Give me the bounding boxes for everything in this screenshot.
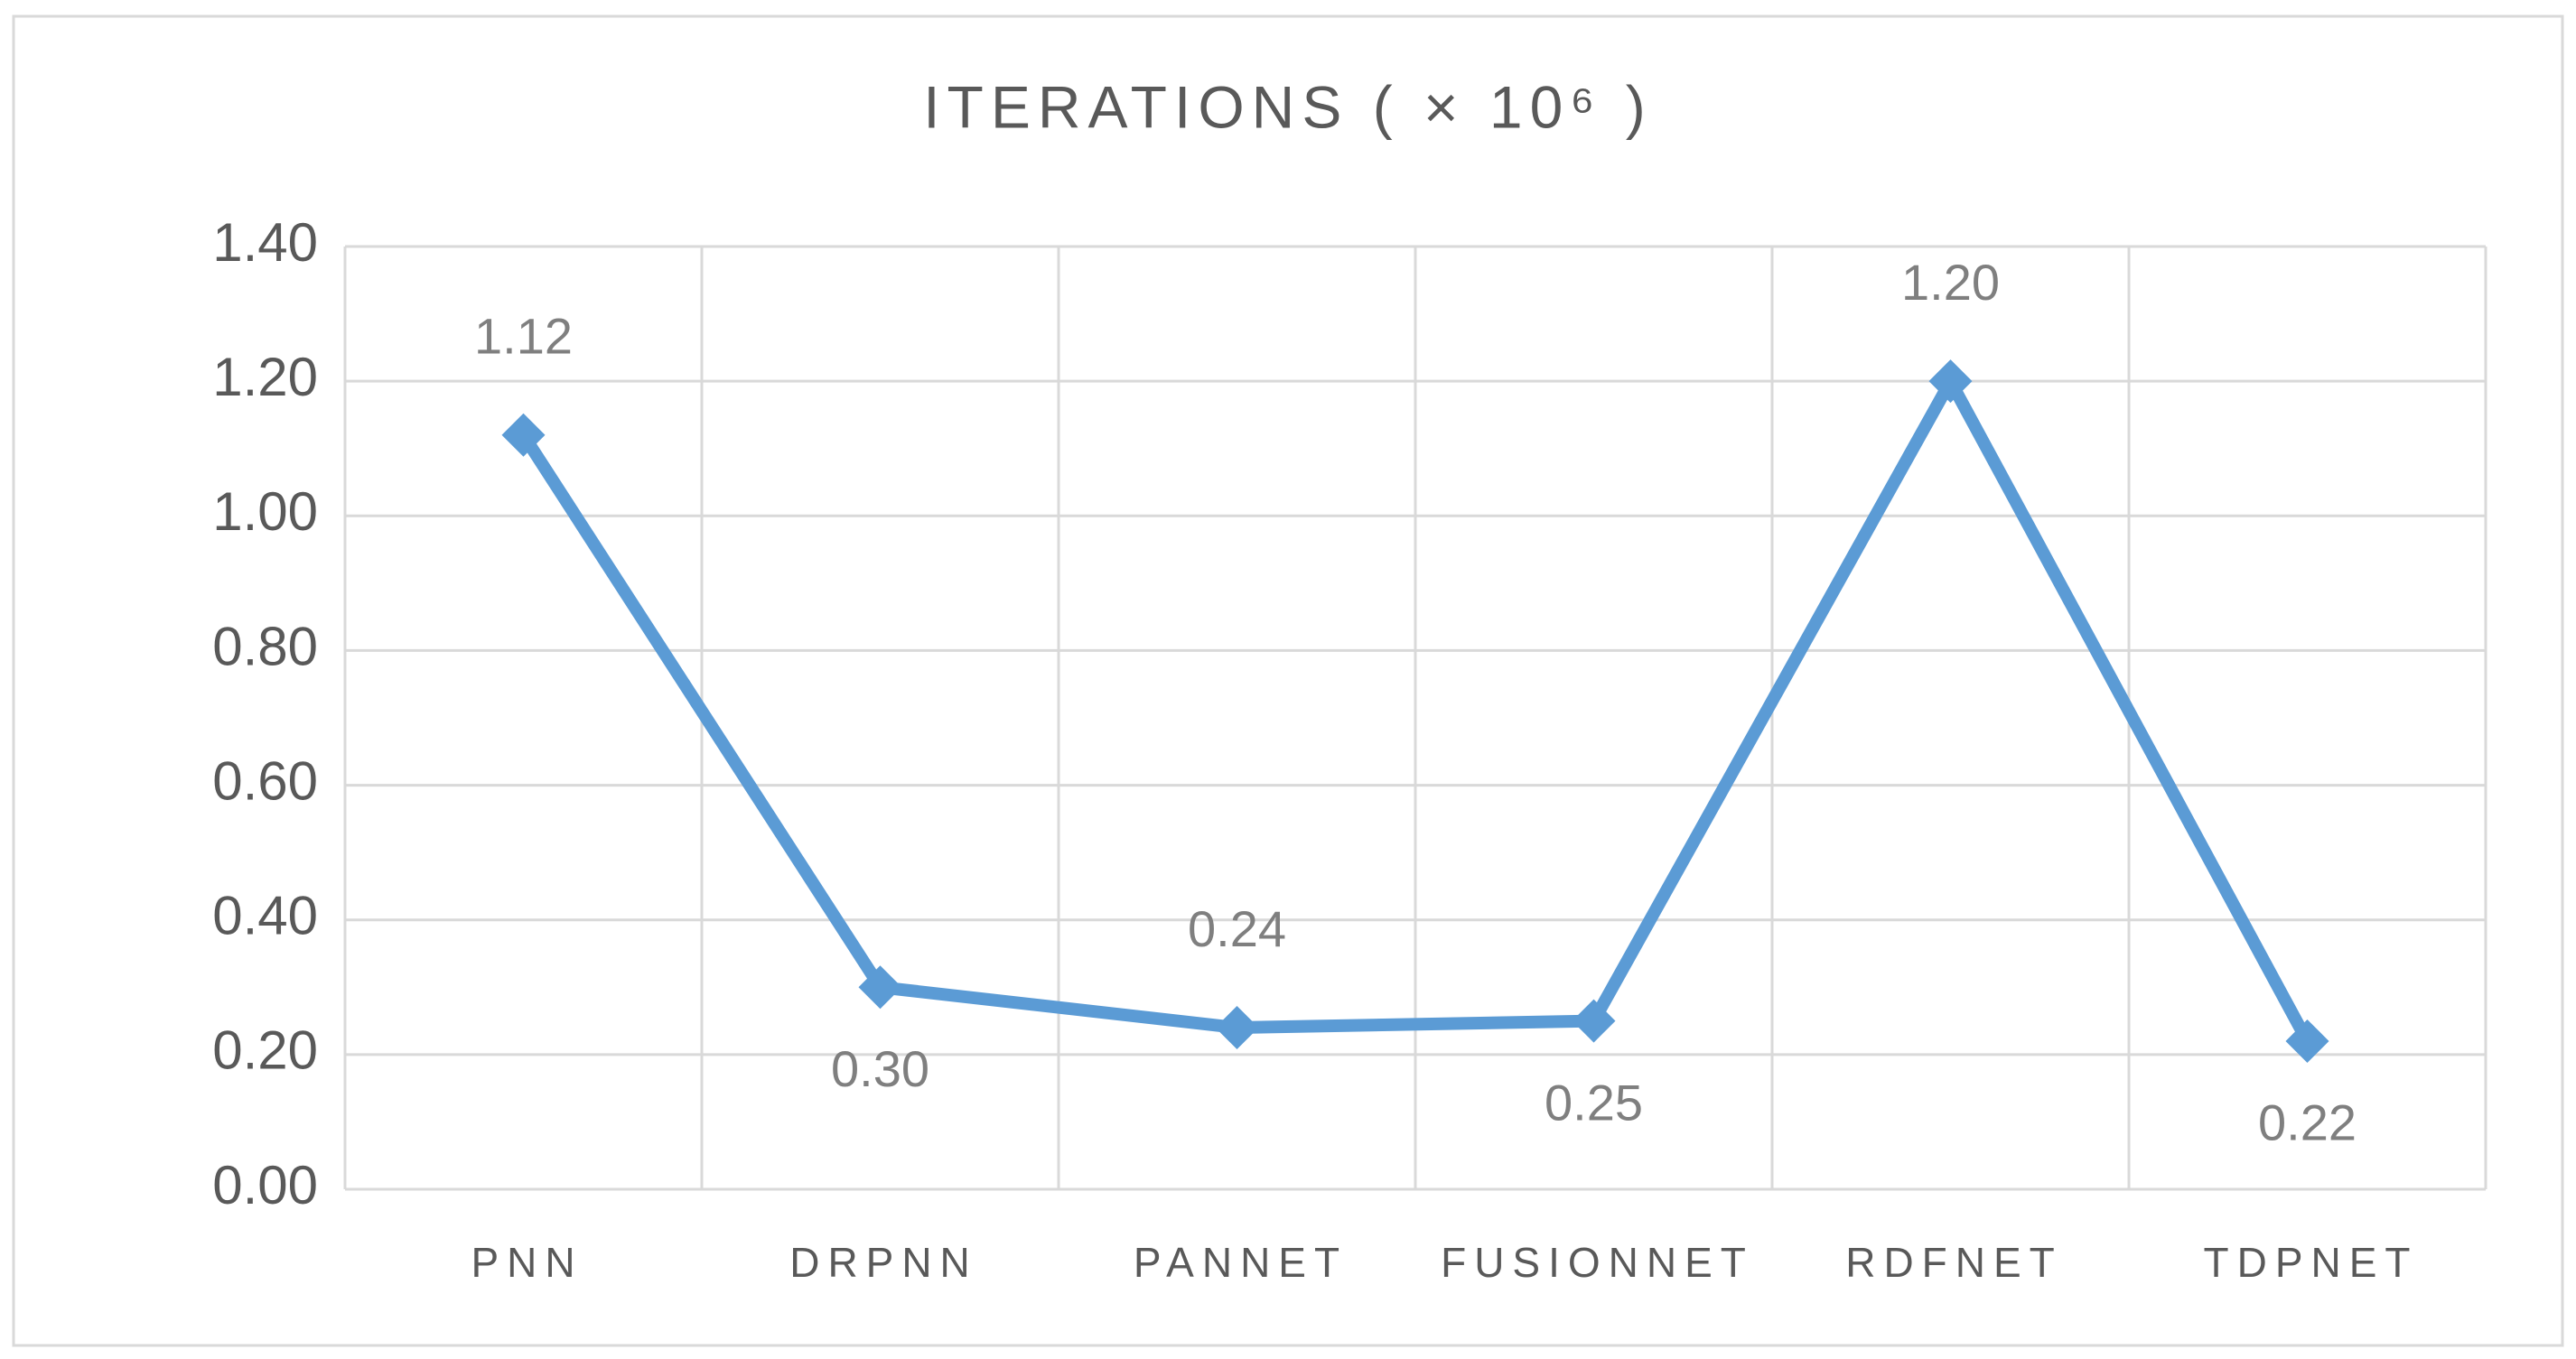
y-tick-label: 1.00: [212, 481, 318, 542]
x-tick-label: DRPNN: [789, 1239, 978, 1286]
marker: [2285, 1019, 2329, 1063]
data-label: 0.25: [1545, 1074, 1643, 1131]
marker: [1928, 359, 1973, 404]
x-tick-label: PNN: [471, 1239, 583, 1286]
data-label: 1.12: [474, 308, 573, 365]
y-tick-label: 0.40: [212, 886, 318, 946]
data-label: 0.22: [2258, 1094, 2357, 1151]
marker: [501, 413, 546, 457]
data-label: 0.30: [831, 1040, 929, 1097]
y-tick-label: 1.40: [212, 212, 318, 273]
line-series: [518, 375, 2313, 1045]
data-label: 0.24: [1188, 900, 1286, 957]
y-tick-label: 0.80: [212, 616, 318, 676]
x-tick-label: RDFNET: [1845, 1239, 2063, 1286]
x-tick-label: PANNET: [1134, 1239, 1348, 1286]
x-tick-label: FUSIONNET: [1441, 1239, 1754, 1286]
y-tick-label: 0.60: [212, 750, 318, 811]
y-tick-label: 0.20: [212, 1020, 318, 1081]
y-tick-label: 1.20: [212, 347, 318, 407]
x-tick-label: TDPNET: [2204, 1239, 2419, 1286]
marker: [1572, 999, 1616, 1043]
chart-border: [12, 14, 2564, 1347]
chart-title: ITERATIONS ( × 10⁶ ): [923, 73, 1653, 140]
data-label: 1.20: [1901, 254, 2000, 311]
y-tick-label: 0.00: [212, 1155, 318, 1215]
marker: [1215, 1006, 1259, 1050]
marker: [858, 965, 902, 1010]
